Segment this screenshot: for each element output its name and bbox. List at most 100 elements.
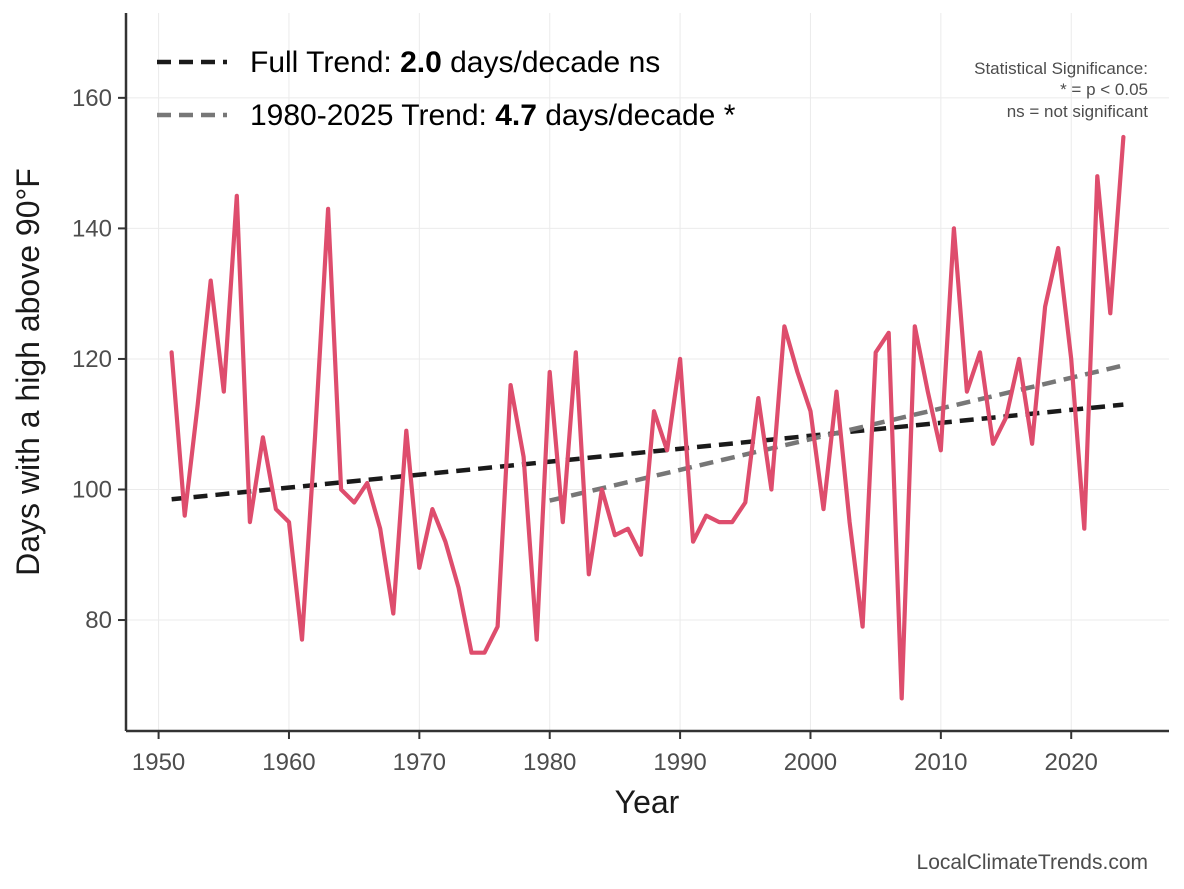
x-tick-label-2000: 2000 <box>784 749 837 776</box>
data-point-2008 <box>913 324 917 328</box>
data-point-1991 <box>691 540 695 544</box>
data-point-2019 <box>1056 246 1060 250</box>
data-point-2006 <box>887 331 891 335</box>
x-axis-ticks: 1950 1960 1970 1980 1990 2000 2010 2020 <box>132 731 1098 776</box>
x-tick-label-1990: 1990 <box>653 749 706 776</box>
data-point-2005 <box>874 350 878 354</box>
legend: Full Trend: 2.0 days/decade ns 1980-2025… <box>157 46 736 132</box>
data-point-1984 <box>600 487 604 491</box>
data-point-1963 <box>326 207 330 211</box>
data-point-1959 <box>274 507 278 511</box>
y-tick-label-160: 160 <box>72 85 112 112</box>
significance-note-ns: ns = not significant <box>1007 102 1149 121</box>
data-point-2021 <box>1082 527 1086 531</box>
x-tick-label-2020: 2020 <box>1045 749 1098 776</box>
data-point-1972 <box>443 540 447 544</box>
data-point-2004 <box>861 625 865 629</box>
data-point-2009 <box>926 390 930 394</box>
data-point-2013 <box>978 350 982 354</box>
data-point-1957 <box>248 520 252 524</box>
y-axis-title: Days with a high above 90°F <box>10 168 46 576</box>
series-line <box>169 134 1126 701</box>
data-point-1998 <box>782 324 786 328</box>
y-tick-label-140: 140 <box>72 215 112 242</box>
data-point-2017 <box>1030 442 1034 446</box>
data-point-1969 <box>404 429 408 433</box>
data-point-1996 <box>756 396 760 400</box>
data-point-1958 <box>261 435 265 439</box>
legend-recent-trend-prefix: 1980-2025 Trend: <box>250 99 495 132</box>
data-point-2022 <box>1095 174 1099 178</box>
data-point-2007 <box>900 696 904 700</box>
source-credit: LocalClimateTrends.com <box>917 851 1148 874</box>
significance-note-title: Statistical Significance: <box>974 59 1148 78</box>
legend-full-trend-prefix: Full Trend: <box>250 46 400 79</box>
x-tick-label-1970: 1970 <box>393 749 446 776</box>
recent-trend-line <box>549 363 1124 503</box>
data-point-1976 <box>496 625 500 629</box>
data-point-1967 <box>378 527 382 531</box>
data-point-1990 <box>678 357 682 361</box>
data-point-1986 <box>626 527 630 531</box>
data-point-1970 <box>417 566 421 570</box>
legend-full-trend-suffix: days/decade ns <box>442 46 660 79</box>
x-tick-label-1960: 1960 <box>262 749 315 776</box>
data-point-1997 <box>769 487 773 491</box>
data-point-1966 <box>365 481 369 485</box>
x-tick-label-1980: 1980 <box>523 749 576 776</box>
significance-note: Statistical Significance: * = p < 0.05 n… <box>974 59 1148 121</box>
data-point-1952 <box>183 514 187 518</box>
data-point-1983 <box>587 572 591 576</box>
data-point-2016 <box>1017 357 1021 361</box>
data-point-2000 <box>808 409 812 413</box>
data-point-2011 <box>952 226 956 230</box>
data-point-2003 <box>848 520 852 524</box>
legend-full-trend-value: 2.0 <box>400 46 442 79</box>
data-point-1988 <box>652 409 656 413</box>
x-axis-title: Year <box>615 784 680 820</box>
data-point-1978 <box>522 455 526 459</box>
data-point-1955 <box>222 390 226 394</box>
data-point-1979 <box>535 638 539 642</box>
data-point-1956 <box>235 194 239 198</box>
data-point-1974 <box>469 651 473 655</box>
data-point-2002 <box>835 390 839 394</box>
data-point-1960 <box>287 520 291 524</box>
data-point-1965 <box>352 501 356 505</box>
legend-recent-trend-suffix: days/decade * <box>537 99 736 132</box>
data-point-1980 <box>548 370 552 374</box>
data-point-1982 <box>574 350 578 354</box>
y-tick-label-80: 80 <box>85 607 112 634</box>
data-point-1953 <box>196 403 200 407</box>
data-point-1968 <box>391 612 395 616</box>
data-point-1999 <box>795 370 799 374</box>
data-point-1975 <box>483 651 487 655</box>
trend-lines <box>171 363 1124 503</box>
data-point-1973 <box>456 585 460 589</box>
full-trend-line <box>171 402 1124 502</box>
data-point-1961 <box>300 638 304 642</box>
data-point-1971 <box>430 507 434 511</box>
data-point-2024 <box>1121 135 1125 139</box>
y-tick-label-120: 120 <box>72 346 112 373</box>
data-point-1987 <box>639 553 643 557</box>
data-point-1993 <box>717 520 721 524</box>
legend-full-trend-label: Full Trend: 2.0 days/decade ns <box>250 46 660 79</box>
data-point-2023 <box>1108 311 1112 315</box>
data-point-1977 <box>509 383 513 387</box>
legend-recent-trend-label: 1980-2025 Trend: 4.7 days/decade * <box>250 99 736 132</box>
significance-note-p-value: * = p < 0.05 <box>1060 80 1148 99</box>
x-tick-label-1950: 1950 <box>132 749 185 776</box>
data-point-1951 <box>170 350 174 354</box>
y-axis-ticks: 80 100 120 140 160 <box>72 85 126 634</box>
data-point-2018 <box>1043 305 1047 309</box>
y-tick-label-100: 100 <box>72 476 112 503</box>
data-point-2001 <box>822 507 826 511</box>
data-point-2014 <box>991 442 995 446</box>
data-point-2020 <box>1069 357 1073 361</box>
data-point-1981 <box>561 520 565 524</box>
data-point-1995 <box>743 501 747 505</box>
data-point-1964 <box>339 487 343 491</box>
data-point-1954 <box>209 279 213 283</box>
